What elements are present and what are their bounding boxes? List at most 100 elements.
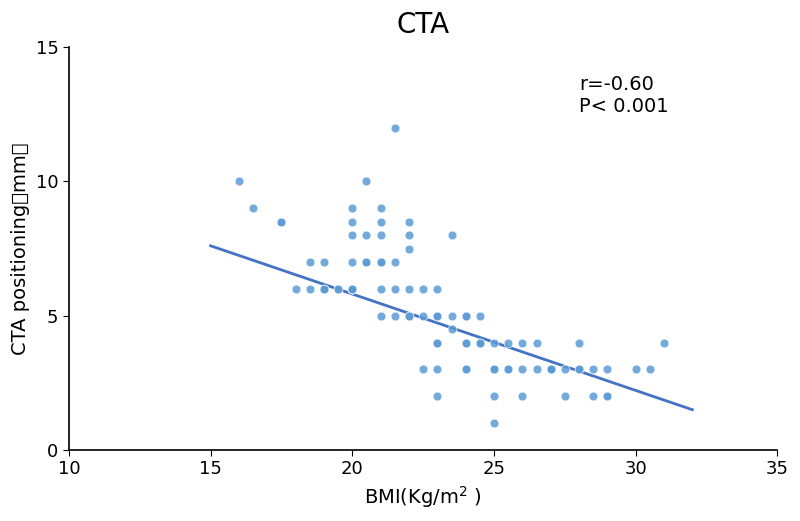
Point [459,338,472,346]
Point [601,365,614,374]
Point [488,419,501,427]
Point [573,365,586,374]
Point [459,312,472,320]
Point [360,231,373,239]
Point [374,231,387,239]
Point [374,312,387,320]
Point [459,365,472,374]
Point [502,365,514,374]
Point [346,284,358,293]
Point [530,338,543,346]
Point [558,365,571,374]
Text: r=-0.60
P< 0.001: r=-0.60 P< 0.001 [579,75,669,116]
Point [601,392,614,401]
Point [474,312,486,320]
Point [346,284,358,293]
Point [431,338,444,346]
Point [573,338,586,346]
Point [516,338,529,346]
Point [389,284,402,293]
Point [488,338,501,346]
Title: CTA: CTA [397,11,450,39]
Point [431,338,444,346]
Point [431,284,444,293]
Point [389,258,402,266]
Point [417,365,430,374]
Point [488,392,501,401]
Point [374,284,387,293]
Point [318,258,330,266]
Point [488,365,501,374]
Point [445,231,458,239]
Point [360,258,373,266]
Point [233,177,246,185]
Y-axis label: CTA positioning（mm）: CTA positioning（mm） [11,142,30,355]
Point [346,284,358,293]
Point [346,204,358,213]
Point [389,312,402,320]
Point [558,392,571,401]
Point [474,338,486,346]
Point [459,365,472,374]
Point [544,365,557,374]
Point [318,284,330,293]
Point [586,392,599,401]
Point [389,123,402,132]
Point [360,258,373,266]
Point [586,365,599,374]
Point [573,365,586,374]
Point [374,204,387,213]
Point [502,365,514,374]
Point [474,338,486,346]
Point [630,365,642,374]
Point [431,312,444,320]
Point [502,338,514,346]
Point [402,231,415,239]
Point [346,284,358,293]
Point [275,217,288,226]
Point [303,284,316,293]
Point [360,177,373,185]
Point [431,365,444,374]
Point [303,258,316,266]
Point [530,365,543,374]
X-axis label: BMI(Kg/m$^2$ ): BMI(Kg/m$^2$ ) [364,484,482,510]
Point [417,312,430,320]
Point [246,204,259,213]
Point [402,312,415,320]
Point [346,231,358,239]
Point [658,338,670,346]
Point [431,392,444,401]
Point [459,338,472,346]
Point [346,217,358,226]
Point [516,392,529,401]
Point [402,284,415,293]
Point [544,365,557,374]
Point [290,284,302,293]
Point [544,365,557,374]
Point [402,244,415,253]
Point [488,365,501,374]
Point [374,258,387,266]
Point [374,258,387,266]
Point [445,312,458,320]
Point [431,312,444,320]
Point [417,284,430,293]
Point [332,284,345,293]
Point [516,365,529,374]
Point [601,392,614,401]
Point [459,312,472,320]
Point [346,284,358,293]
Point [445,325,458,333]
Point [346,258,358,266]
Point [332,284,345,293]
Point [275,217,288,226]
Point [318,284,330,293]
Point [474,338,486,346]
Point [374,217,387,226]
Point [402,217,415,226]
Point [402,312,415,320]
Point [346,284,358,293]
Point [643,365,656,374]
Point [318,284,330,293]
